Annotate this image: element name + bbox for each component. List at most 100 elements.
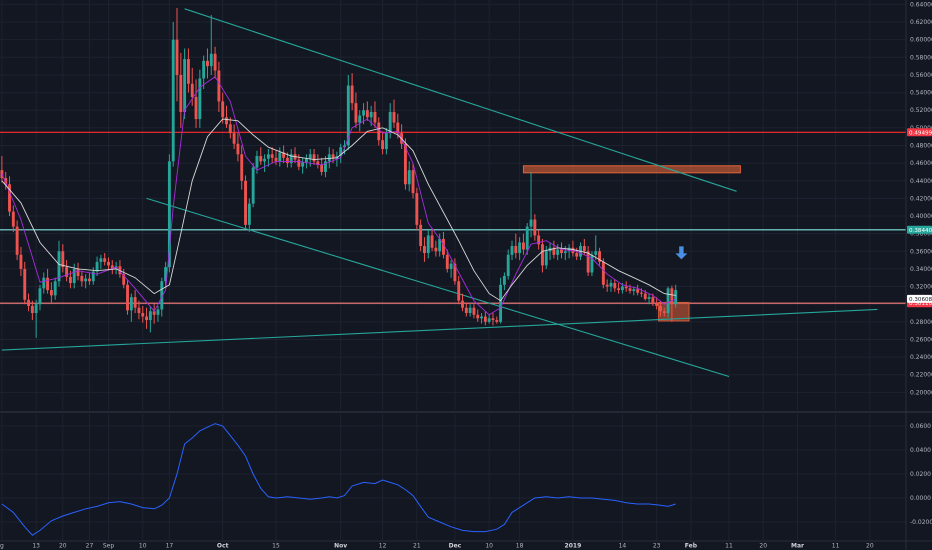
candle-body: [457, 281, 461, 301]
candle-body: [152, 311, 156, 315]
candle-body: [4, 178, 8, 185]
candle-body: [354, 103, 358, 123]
grid: [0, 0, 906, 540]
candle-body: [308, 154, 312, 159]
candle-body: [499, 284, 503, 322]
candle-body: [301, 162, 305, 167]
candle-body: [384, 133, 388, 150]
candle-body: [194, 96, 198, 120]
candle-body: [107, 261, 110, 266]
time-tick-label: Feb: [685, 543, 698, 550]
trend-line: [1, 308, 878, 351]
candle-body: [403, 143, 407, 185]
price-badge-label: 0.49499: [909, 130, 932, 136]
time-tick-label: 23: [653, 543, 661, 550]
candle-body: [27, 299, 30, 306]
candle-body: [221, 101, 225, 118]
candle-body: [217, 70, 221, 102]
candle-body: [167, 161, 171, 268]
candle-body: [145, 316, 149, 321]
candle-body: [255, 156, 259, 168]
candle-body: [655, 302, 659, 306]
candle-body: [331, 154, 335, 159]
candle-body: [411, 170, 415, 194]
candle-body: [61, 251, 65, 268]
candle-body: [666, 288, 670, 314]
price-zones: [522, 165, 741, 322]
candle-body: [297, 159, 301, 167]
oscillator-tick-label: 0.0000: [910, 495, 931, 502]
candle-body: [343, 145, 346, 148]
candle-body: [617, 288, 621, 291]
candle-body: [613, 283, 617, 289]
candle-body: [190, 83, 194, 97]
candle-body: [72, 268, 76, 284]
oscillator-pane: [1, 423, 676, 536]
candle-body: [42, 277, 46, 289]
candle-body: [392, 111, 396, 123]
candle-body: [628, 288, 632, 291]
highlight-zone: [522, 165, 741, 174]
price-badge: [907, 294, 932, 303]
candle-body: [426, 235, 430, 254]
candle-body: [209, 53, 213, 67]
price-badge: [907, 225, 932, 234]
candle-body: [590, 254, 594, 273]
candle-body: [316, 161, 320, 165]
candle-body: [423, 246, 426, 254]
candle-body: [278, 152, 282, 162]
candle-body: [129, 297, 133, 311]
highlight-zone: [658, 301, 690, 322]
candle-body: [453, 263, 457, 282]
candle-body: [483, 316, 487, 322]
candle-body: [632, 289, 636, 291]
time-tick-label: 10: [485, 543, 493, 550]
candle-body: [472, 307, 476, 315]
candle-body: [419, 224, 423, 246]
time-tick-label: 15: [272, 543, 280, 550]
time-tick-label: 10: [139, 543, 147, 550]
candle-body: [598, 251, 602, 262]
candle-body: [232, 133, 236, 144]
trend-line: [184, 8, 737, 192]
candle-body: [171, 39, 175, 162]
candle-body: [388, 111, 392, 134]
candle-body: [156, 309, 160, 315]
candle-body: [514, 246, 518, 254]
candle-body: [110, 265, 114, 269]
candle-body: [556, 249, 560, 255]
candle-body: [53, 281, 57, 296]
oscillator-tick-label: -0.0200: [910, 519, 932, 526]
time-tick-label: 11: [725, 543, 733, 550]
candle-body: [601, 261, 605, 285]
candle-body: [76, 268, 80, 276]
candle-body: [324, 161, 327, 172]
candle-body: [65, 267, 69, 277]
candle-body: [80, 275, 84, 282]
candle-body: [377, 122, 381, 141]
time-tick-label: 27: [86, 543, 94, 550]
candle-body: [46, 277, 50, 291]
candle-body: [434, 247, 438, 252]
time-tick-label: 20: [866, 543, 874, 550]
candle-body: [537, 235, 541, 245]
candle-body: [285, 157, 289, 164]
candle-body: [95, 261, 99, 272]
candle-body: [228, 124, 232, 134]
candle-body: [244, 180, 247, 225]
time-tick-label: g: [0, 543, 4, 550]
candle-body: [525, 226, 529, 250]
candle-body: [84, 278, 88, 282]
candle-body: [259, 156, 263, 162]
candle-body: [175, 39, 179, 75]
candle-body: [240, 154, 244, 181]
